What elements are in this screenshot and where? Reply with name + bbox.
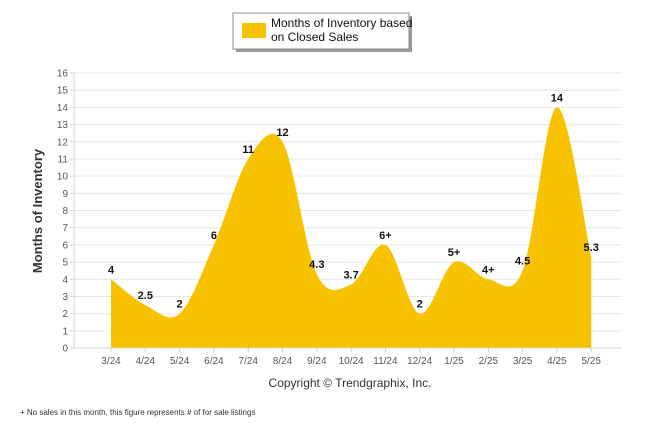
data-label: 14	[551, 92, 564, 104]
y-tick-label: 1	[62, 326, 68, 337]
data-label: 2.5	[138, 290, 153, 302]
y-tick-label: 10	[57, 172, 69, 183]
data-label: 4+	[482, 264, 495, 276]
x-tick-label: 3/24	[101, 356, 121, 367]
x-tick-label: 10/24	[339, 356, 364, 367]
data-label: 5.3	[584, 242, 599, 254]
data-label: 4	[108, 264, 115, 276]
data-label: 2	[417, 299, 423, 311]
y-tick-label: 16	[57, 69, 69, 80]
y-tick-label: 5	[62, 258, 68, 269]
data-label: 12	[276, 127, 288, 139]
x-tick-label: 6/24	[204, 356, 224, 367]
data-label: 6+	[379, 230, 392, 242]
data-label: 4.5	[515, 256, 530, 268]
data-label: 3.7	[343, 269, 358, 281]
y-tick-label: 9	[62, 189, 68, 200]
y-tick-label: 8	[62, 206, 68, 217]
x-tick-label: 7/24	[238, 356, 258, 367]
legend-label-line1: Months of Inventory based	[271, 16, 412, 30]
x-tick-label: 2/25	[479, 356, 499, 367]
data-label: 6	[211, 230, 217, 242]
y-tick-label: 7	[62, 223, 68, 234]
x-tick-label: 11/24	[373, 356, 398, 367]
y-tick-label: 4	[62, 275, 68, 286]
x-tick-label: 4/25	[547, 356, 567, 367]
data-labels: 4 2.5 2 6 11 12 4.3 3.7 6+ 2 5+ 4+ 4.5 14 5.3	[108, 92, 599, 310]
x-tick-label: 4/24	[136, 356, 156, 367]
y-tick-label: 13	[57, 120, 69, 131]
x-tick-label: 12/24	[407, 356, 432, 367]
x-tick-label: 1/25	[444, 356, 464, 367]
inventory-area	[111, 107, 592, 348]
y-tick-label: 2	[62, 309, 68, 320]
data-label: 5+	[448, 247, 461, 259]
x-tick-label: 8/24	[273, 356, 293, 367]
x-axis-ticks: 3/24 4/24 5/24 6/24 7/24 8/24 9/24 10/24 11/24 12…	[101, 348, 601, 367]
footnote-text: + No sales in this month, this figure re…	[20, 408, 255, 417]
data-label: 11	[242, 144, 254, 156]
legend-swatch	[242, 23, 266, 38]
y-tick-label: 0	[62, 344, 68, 355]
legend: Months of Inventory based on Closed Sale…	[232, 12, 412, 52]
y-axis-label: Months of Inventory	[30, 148, 45, 273]
x-tick-label: 9/24	[307, 356, 327, 367]
data-label: 2	[177, 299, 183, 311]
legend-label-line2: on Closed Sales	[271, 30, 358, 44]
data-label: 4.3	[309, 259, 324, 271]
y-tick-label: 6	[62, 240, 68, 251]
y-tick-label: 12	[57, 137, 69, 148]
x-tick-label: 5/25	[581, 356, 601, 367]
y-tick-label: 15	[57, 86, 69, 97]
x-tick-label: 5/24	[170, 356, 190, 367]
copyright-text: Copyright © Trendgraphix, Inc.	[269, 376, 432, 390]
x-tick-label: 3/25	[513, 356, 533, 367]
y-tick-label: 14	[57, 103, 69, 114]
y-tick-label: 3	[62, 292, 68, 303]
y-tick-label: 11	[58, 154, 69, 165]
